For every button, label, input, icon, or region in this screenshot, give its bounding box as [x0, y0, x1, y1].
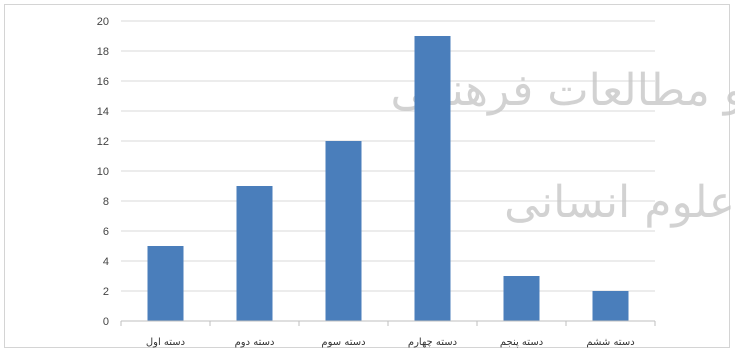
bar [147, 246, 184, 321]
x-tick-labels: دسته اول دسته دوم دسته سوم دسته چهارم دسته پ… [146, 337, 635, 348]
x-tick-label: دسته پنجم [500, 337, 543, 348]
x-tick-label: دسته اول [146, 337, 185, 348]
bar [592, 291, 629, 321]
bar [236, 186, 273, 321]
bar [325, 141, 362, 321]
gridlines [121, 20, 655, 292]
x-tick-label: دسته ششم [586, 337, 634, 348]
x-tick-label: دسته سوم [321, 337, 365, 348]
bar [414, 36, 451, 321]
x-tick-label: دسته دوم [235, 337, 275, 348]
y-tick-label: 20 [97, 16, 109, 28]
y-tick-label: 10 [97, 166, 109, 178]
bar-chart: و مطالعات فرهنگی علوم انسانی 02468101214… [97, 16, 735, 348]
y-tick-label: 6 [103, 226, 109, 238]
bar [503, 276, 540, 321]
y-tick-label: 18 [97, 46, 109, 58]
watermark-line-2: علوم انسانی [504, 177, 735, 228]
y-tick-label: 12 [97, 136, 109, 148]
y-tick-label: 16 [97, 76, 109, 88]
y-tick-label: 0 [103, 316, 109, 328]
y-tick-label: 4 [103, 256, 109, 268]
chart-frame: و مطالعات فرهنگی علوم انسانی 0 2 4 6 8 10 12 14… [4, 4, 735, 348]
axes [120, 320, 656, 326]
x-tick-label: دسته چهارم [408, 337, 457, 348]
y-tick-label: 2 [103, 286, 109, 298]
y-tick-label: 14 [97, 106, 109, 118]
y-tick-label: 8 [103, 196, 109, 208]
bars [147, 36, 629, 321]
y-tick-labels: 0 2 4 6 8 10 12 14 16 18 20 [97, 16, 109, 328]
